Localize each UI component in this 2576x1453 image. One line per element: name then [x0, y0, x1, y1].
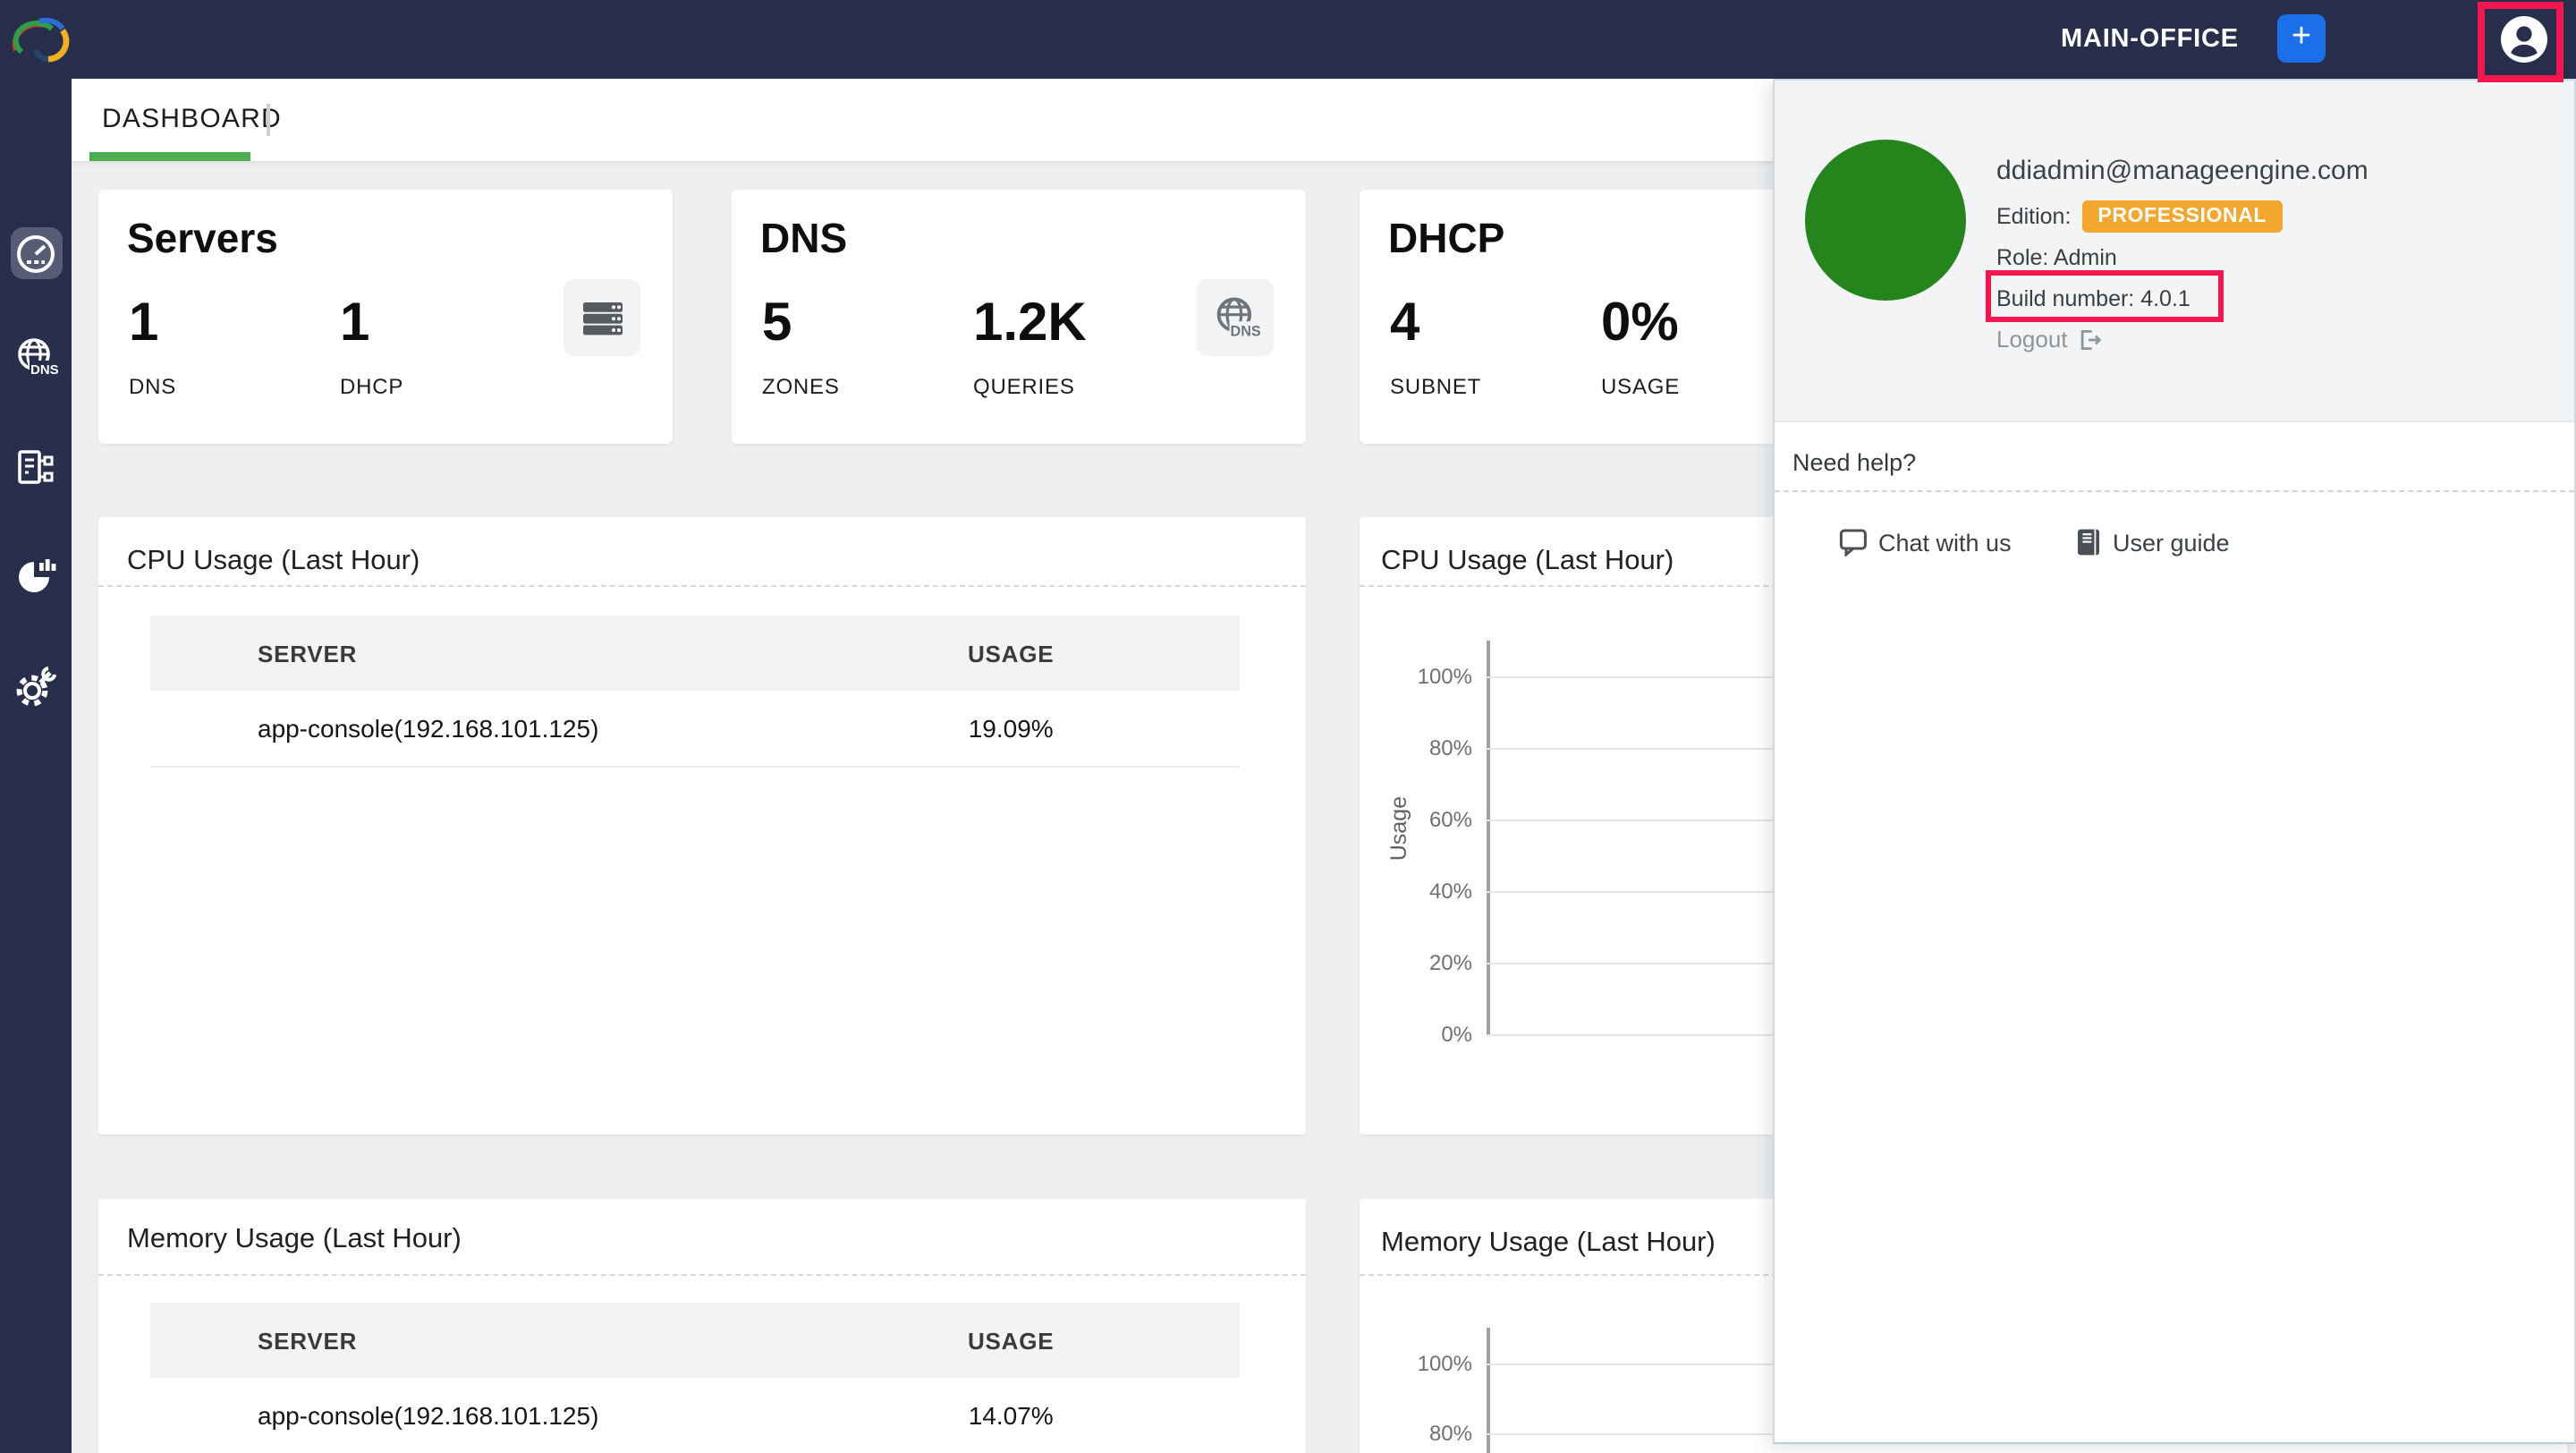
sidebar-nav: DNS	[0, 79, 72, 1453]
profile-section: ddiadmin@manageengine.com Edition: PROFE…	[1775, 81, 2574, 422]
sidebar-item-dns[interactable]: DNS	[13, 335, 59, 381]
table-row[interactable]: app-console(192.168.101.125) 19.09%	[150, 691, 1240, 768]
profile-avatar	[1805, 140, 1966, 301]
book-icon	[2078, 529, 2099, 556]
server-stack-icon	[564, 279, 640, 356]
card-title: DHCP	[1388, 215, 1505, 261]
y-tick: 100%	[1417, 1351, 1472, 1376]
active-tab-underline	[89, 152, 250, 161]
dhcp-server-label: DHCP	[340, 374, 404, 399]
profile-edition-row: Edition: PROFESSIONAL	[1996, 197, 2284, 236]
logout-icon	[2080, 328, 2101, 350]
servers-card: Servers 1 DNS 1 DHCP	[98, 190, 673, 444]
cpu-usage-table: SERVER USAGE app-console(192.168.101.125…	[150, 616, 1240, 768]
logout-label: Logout	[1996, 326, 2068, 353]
usage-cell: 19.09%	[968, 714, 1054, 743]
server-column-header: SERVER	[258, 1327, 358, 1354]
dns-server-count: 1	[129, 293, 159, 353]
user-avatar-icon[interactable]	[2501, 16, 2547, 63]
card-title: Servers	[127, 215, 278, 261]
memory-chart-y-axis	[1487, 1328, 1490, 1453]
y-tick: 0%	[1441, 1022, 1472, 1047]
build-number: Build number: 4.0.1	[1996, 286, 2190, 311]
svg-text:DNS: DNS	[30, 362, 59, 378]
sidebar-item-reports[interactable]	[13, 553, 59, 599]
panel-title: Memory Usage (Last Hour)	[1381, 1228, 1716, 1258]
help-divider	[1775, 490, 2574, 492]
usage-column-header: USAGE	[967, 1327, 1055, 1354]
user-profile-dropdown: ddiadmin@manageengine.com Edition: PROFE…	[1773, 79, 2576, 1444]
panel-title: Memory Usage (Last Hour)	[127, 1224, 462, 1254]
tab-divider	[267, 104, 270, 136]
subnet-label: SUBNET	[1390, 374, 1482, 399]
sidebar-item-settings[interactable]	[13, 664, 59, 710]
usage-cell: 14.07%	[968, 1401, 1054, 1430]
panel-divider	[98, 585, 1306, 587]
chat-label: Chat with us	[1878, 529, 2012, 556]
dns-globe-icon: DNS	[1197, 279, 1274, 356]
site-selector[interactable]: MAIN-OFFICE	[2061, 25, 2239, 54]
y-tick: 60%	[1428, 807, 1472, 832]
y-tick: 20%	[1428, 950, 1472, 975]
logout-link[interactable]: Logout	[1996, 326, 2102, 353]
dhcp-usage-label: USAGE	[1601, 374, 1681, 399]
need-help-heading: Need help?	[1792, 449, 1917, 476]
server-column-header: SERVER	[258, 640, 358, 667]
subnet-count: 4	[1390, 293, 1420, 353]
zones-count: 5	[762, 293, 792, 353]
server-cell: app-console(192.168.101.125)	[258, 1401, 599, 1430]
tab-dashboard[interactable]: DASHBOARD	[102, 104, 282, 134]
table-row[interactable]: app-console(192.168.101.125) 14.07%	[150, 1378, 1240, 1453]
user-guide-link[interactable]: User guide	[2075, 528, 2230, 557]
queries-label: QUERIES	[973, 374, 1075, 399]
panel-title: CPU Usage (Last Hour)	[127, 546, 420, 576]
server-cell: app-console(192.168.101.125)	[258, 714, 599, 743]
memory-usage-table-panel: Memory Usage (Last Hour) SERVER USAGE ap…	[98, 1199, 1306, 1453]
y-tick: 80%	[1428, 735, 1472, 760]
chat-with-us-link[interactable]: Chat with us	[1839, 528, 2012, 557]
cpu-chart-y-axis	[1487, 641, 1490, 1036]
dns-server-label: DNS	[129, 374, 177, 399]
y-tick: 80%	[1428, 1421, 1472, 1446]
edition-label: Edition:	[1996, 204, 2072, 229]
queries-count: 1.2K	[973, 293, 1087, 353]
manageengine-logo-icon	[12, 17, 70, 63]
profile-role: Role: Admin	[1996, 245, 2117, 270]
zones-label: ZONES	[762, 374, 840, 399]
dns-card: DNS 5 ZONES 1.2K QUERIES DNS	[732, 190, 1306, 444]
cpu-usage-table-panel: CPU Usage (Last Hour) SERVER USAGE app-c…	[98, 517, 1306, 1134]
panel-divider	[98, 1274, 1306, 1276]
usage-column-header: USAGE	[967, 640, 1055, 667]
card-title: DNS	[760, 215, 848, 261]
y-tick: 100%	[1417, 664, 1472, 689]
y-tick: 40%	[1428, 879, 1472, 904]
add-button[interactable]: +	[2277, 14, 2326, 63]
top-bar: MAIN-OFFICE +	[0, 0, 2576, 79]
memory-usage-table: SERVER USAGE app-console(192.168.101.125…	[150, 1303, 1240, 1453]
profile-email: ddiadmin@manageengine.com	[1996, 156, 2368, 186]
table-header-row: SERVER USAGE	[150, 616, 1240, 691]
svg-text:DNS: DNS	[1230, 322, 1260, 338]
dhcp-usage-value: 0%	[1601, 293, 1679, 353]
edition-badge: PROFESSIONAL	[2081, 200, 2284, 233]
table-header-row: SERVER USAGE	[150, 1303, 1240, 1378]
guide-label: User guide	[2113, 529, 2230, 556]
chat-bubble-icon	[1839, 529, 1867, 557]
dhcp-server-count: 1	[340, 293, 370, 353]
sidebar-item-dashboard[interactable]	[13, 231, 59, 277]
sidebar-item-ipam[interactable]	[13, 446, 59, 492]
panel-title: CPU Usage (Last Hour)	[1381, 546, 1674, 576]
